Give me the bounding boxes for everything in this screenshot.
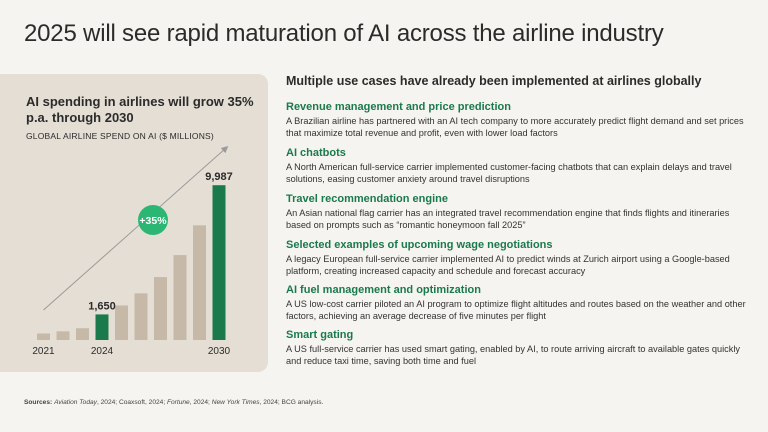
bar-2024 <box>95 314 109 340</box>
use-case-revenue-management: Revenue management and price prediction … <box>286 101 756 139</box>
sources-label: Sources: <box>24 399 53 406</box>
use-case-smart-gating: Smart gating A US full-service carrier h… <box>286 329 756 367</box>
bar-2030 <box>212 185 226 340</box>
bar-2025 <box>115 305 128 340</box>
use-case-description: A Brazilian airline has partnered with a… <box>286 116 744 138</box>
growth-arrow <box>43 146 229 311</box>
use-case-description: An Asian national flag carrier has an in… <box>286 208 730 230</box>
spend-bar-chart: 1,650 9,987 2021 2024 2030 +35% <box>32 146 233 357</box>
use-case-title: Revenue management and price prediction <box>286 101 511 113</box>
use-case-title: Travel recommendation engine <box>286 193 448 205</box>
use-case-title: Selected examples of upcoming wage negot… <box>286 239 553 251</box>
growth-badge-label: +35% <box>139 215 167 227</box>
bar-2026 <box>134 293 148 340</box>
bar-2029 <box>193 225 206 340</box>
sources-list: Aviation Today, 2024; Coaxsoft, 2024; Fo… <box>54 399 323 406</box>
source-publication: Aviation Today <box>54 399 97 406</box>
use-case-description: A legacy European full-service carrier i… <box>286 254 730 276</box>
panel-heading: AI spending in airlines will grow 35% p.… <box>26 94 254 125</box>
bar-2021 <box>37 333 50 340</box>
chart-subtitle: GLOBAL AIRLINE SPEND ON AI ($ MILLIONS) <box>26 131 214 141</box>
use-case-description: A US low-cost carrier piloted an AI prog… <box>286 299 746 321</box>
use-case-title: AI chatbots <box>286 147 346 159</box>
use-case-title: Smart gating <box>286 329 354 341</box>
source-publication: New York Times <box>211 399 260 406</box>
tick-label-2030: 2030 <box>208 346 231 357</box>
bar-2023 <box>76 328 89 340</box>
source-publication: Fortune <box>166 399 190 406</box>
sources-footnote: Sources: Aviation Today, 2024; Coaxsoft,… <box>24 399 323 406</box>
use-case-description: A US full-service carrier has used smart… <box>286 344 740 366</box>
tick-label-2021: 2021 <box>32 346 55 357</box>
bar-2028 <box>173 255 187 340</box>
bar-2027 <box>154 277 167 340</box>
use-case-travel-recommendation: Travel recommendation engine An Asian na… <box>286 193 756 231</box>
source-text: , 2024; Coaxsoft, 2024; <box>96 399 167 406</box>
bar-2022 <box>56 331 70 340</box>
use-case-description: A North American full-service carrier im… <box>286 162 732 184</box>
page-title: 2025 will see rapid maturation of AI acr… <box>24 20 664 47</box>
use-case-title: AI fuel management and optimization <box>286 284 481 296</box>
data-label-2024: 1,650 <box>88 300 116 312</box>
use-cases-heading: Multiple use cases have already been imp… <box>286 74 702 88</box>
use-case-ai-chatbots: AI chatbots A North American full-servic… <box>286 147 756 185</box>
data-label-2030: 9,987 <box>205 171 233 183</box>
use-case-wage-negotiations: Selected examples of upcoming wage negot… <box>286 239 756 277</box>
use-case-fuel-management: AI fuel management and optimization A US… <box>286 284 756 322</box>
source-text: , 2024; BCG analysis. <box>259 399 324 406</box>
tick-label-2024: 2024 <box>91 346 114 357</box>
source-text: , 2024; <box>189 399 212 406</box>
growth-badge <box>138 205 168 235</box>
